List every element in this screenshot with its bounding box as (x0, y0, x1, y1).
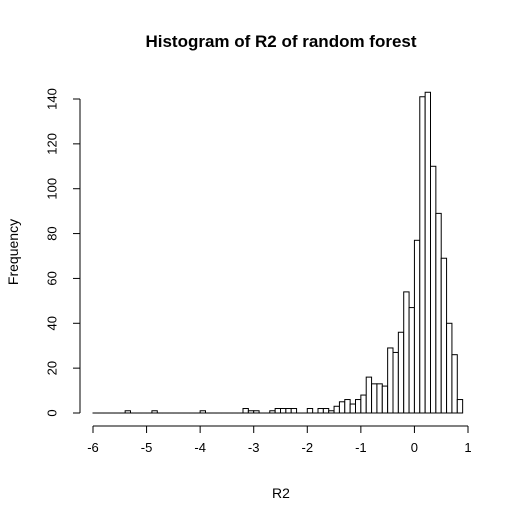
histogram-bar (387, 347, 394, 414)
histogram-bar (424, 91, 431, 414)
histogram-bar (247, 410, 255, 414)
y-axis: 0 20 40 60 80 100 120 140 (44, 88, 81, 417)
histogram-bar (338, 401, 346, 414)
histogram-bar (376, 383, 383, 414)
histogram-bar (328, 410, 335, 414)
histogram-bar (355, 399, 362, 414)
chart-title: Histogram of R2 of random forest (145, 32, 416, 51)
histogram-bar (124, 410, 132, 414)
x-tick-label: -3 (248, 440, 260, 455)
y-tick-label: 120 (44, 133, 59, 155)
x-tick-label: -1 (355, 440, 367, 455)
x-axis-label: R2 (272, 485, 290, 501)
histogram-bar (285, 408, 292, 414)
y-tick-label: 140 (44, 88, 59, 110)
histogram-bar (456, 399, 464, 414)
histogram-bar (344, 399, 351, 414)
histogram-bar (435, 212, 442, 414)
histogram-bar (280, 408, 287, 414)
y-axis-label: Frequency (5, 219, 21, 285)
histogram-bar (290, 408, 298, 414)
y-tick-label: 100 (44, 178, 59, 200)
histogram-bar (349, 403, 356, 414)
histogram-bar (397, 331, 405, 414)
x-tick-label: -2 (302, 440, 314, 455)
histogram-bar (199, 410, 206, 414)
histogram-bar (360, 394, 367, 414)
y-tick-label: 60 (44, 271, 59, 285)
histogram-bar (381, 385, 389, 414)
histogram-bar (430, 165, 437, 414)
histogram-bar (408, 307, 415, 414)
histogram-bar (274, 408, 281, 414)
x-tick-label: -4 (194, 440, 206, 455)
histogram-bar (451, 354, 458, 414)
y-tick-label: 80 (44, 226, 59, 240)
histogram-bar (151, 410, 158, 414)
histogram-bar (365, 376, 373, 414)
histogram-bar (446, 322, 453, 414)
histogram-bar (392, 351, 399, 414)
x-tick-label: -6 (87, 440, 99, 455)
histogram-bar (333, 405, 340, 414)
histogram-bar (253, 410, 260, 414)
histogram-bar (322, 408, 330, 414)
histogram-bars (92, 91, 464, 414)
x-tick-label: 0 (411, 440, 418, 455)
histogram-bar (306, 408, 314, 414)
x-tick-label: -5 (141, 440, 153, 455)
histogram-bar (371, 383, 378, 414)
histogram-bar (317, 408, 324, 414)
histogram-bar (413, 239, 421, 414)
x-axis: -6 -5 -4 -3 -2 -1 0 1 (87, 425, 472, 455)
histogram-bar (440, 257, 448, 414)
y-tick-label: 20 (44, 361, 59, 375)
histogram-bar (403, 291, 410, 414)
histogram-bar (242, 408, 249, 414)
x-tick-label: 1 (464, 440, 471, 455)
histogram-bar (419, 96, 426, 414)
histogram-bar (269, 410, 276, 414)
y-tick-label: 40 (44, 316, 59, 330)
y-tick-label: 0 (44, 409, 59, 416)
